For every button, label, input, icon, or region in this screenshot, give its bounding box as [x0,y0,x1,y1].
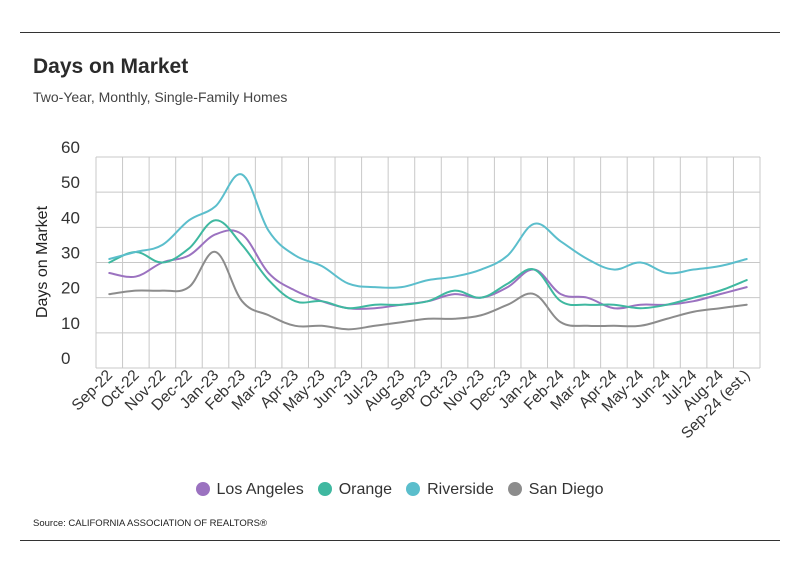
line-chart: 0 10 20 30 40 50 60 Sep-22Oct-22Nov-22Dec-22Ja… [34,138,761,443]
y-tick-label: 60 [61,138,80,157]
series-lines [108,173,748,331]
bottom-rule [20,540,780,541]
top-rule [20,32,780,33]
legend-label: Los Angeles [216,481,304,498]
y-tick-label: 40 [61,208,80,227]
legend-swatch [406,482,421,496]
legend-item-orange: Orange [317,481,393,499]
legend-label: San Diego [528,481,604,498]
y-axis-label: Days on Market [34,205,51,318]
legend-swatch [195,482,210,496]
y-tick-labels: 0 10 20 30 40 50 60 [61,138,80,368]
legend-item-riverside: Riverside [406,481,494,499]
grid-lines [95,156,761,369]
series-line-orange [108,219,748,310]
series-line-riverside [108,173,748,289]
legend-label: Orange [338,481,393,498]
legend-label: Riverside [427,481,494,498]
source-note: Source: CALIFORNIA ASSOCIATION OF REALTO… [33,518,268,529]
y-tick-label: 0 [61,349,70,368]
chart-legend: Los Angeles Orange Riverside San Diego [0,481,799,499]
y-tick-label: 20 [61,279,80,298]
legend-swatch [507,482,522,496]
chart-subtitle: Two-Year, Monthly, Single-Family Homes [33,89,288,105]
chart-title: Days on Market [33,55,189,78]
y-tick-label: 30 [61,244,80,263]
legend-item-los-angeles: Los Angeles [195,481,304,499]
series-line-san-diego [108,250,748,331]
legend-swatch [317,482,332,496]
legend-item-san-diego: San Diego [507,481,604,499]
x-tick-labels: Sep-22Oct-22Nov-22Dec-22Jan-23Feb-23Mar-… [69,367,754,443]
y-tick-label: 10 [61,314,80,333]
series-line-los-angeles [108,229,748,310]
y-tick-label: 50 [61,173,80,192]
